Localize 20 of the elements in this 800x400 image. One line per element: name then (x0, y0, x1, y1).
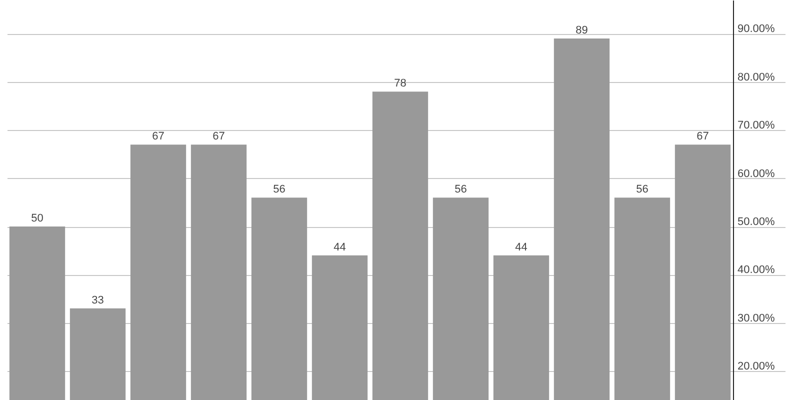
data-label: 50 (31, 212, 44, 225)
y-tick-label: 50.00% (738, 216, 776, 228)
data-label: 67 (212, 130, 225, 143)
y-tick-label: 30.00% (738, 312, 776, 324)
data-label: 67 (696, 130, 709, 143)
y-tick-label: 20.00% (738, 360, 776, 373)
y-tick-label: 60.00% (738, 168, 776, 180)
y-tick-label: 40.00% (738, 264, 776, 276)
data-label: 56 (454, 184, 467, 196)
data-label: 44 (334, 241, 346, 254)
data-label: 44 (515, 241, 528, 254)
data-label: 67 (152, 130, 164, 143)
y-tick-label: 90.00% (738, 23, 776, 36)
data-label: 33 (92, 294, 104, 306)
data-label: 56 (273, 184, 286, 196)
data-label: 78 (394, 78, 406, 90)
data-label: 56 (636, 184, 648, 196)
y-tick-label: 70.00% (738, 120, 776, 132)
y-tick-label: 80.00% (738, 71, 776, 84)
data-label: 89 (576, 24, 588, 37)
